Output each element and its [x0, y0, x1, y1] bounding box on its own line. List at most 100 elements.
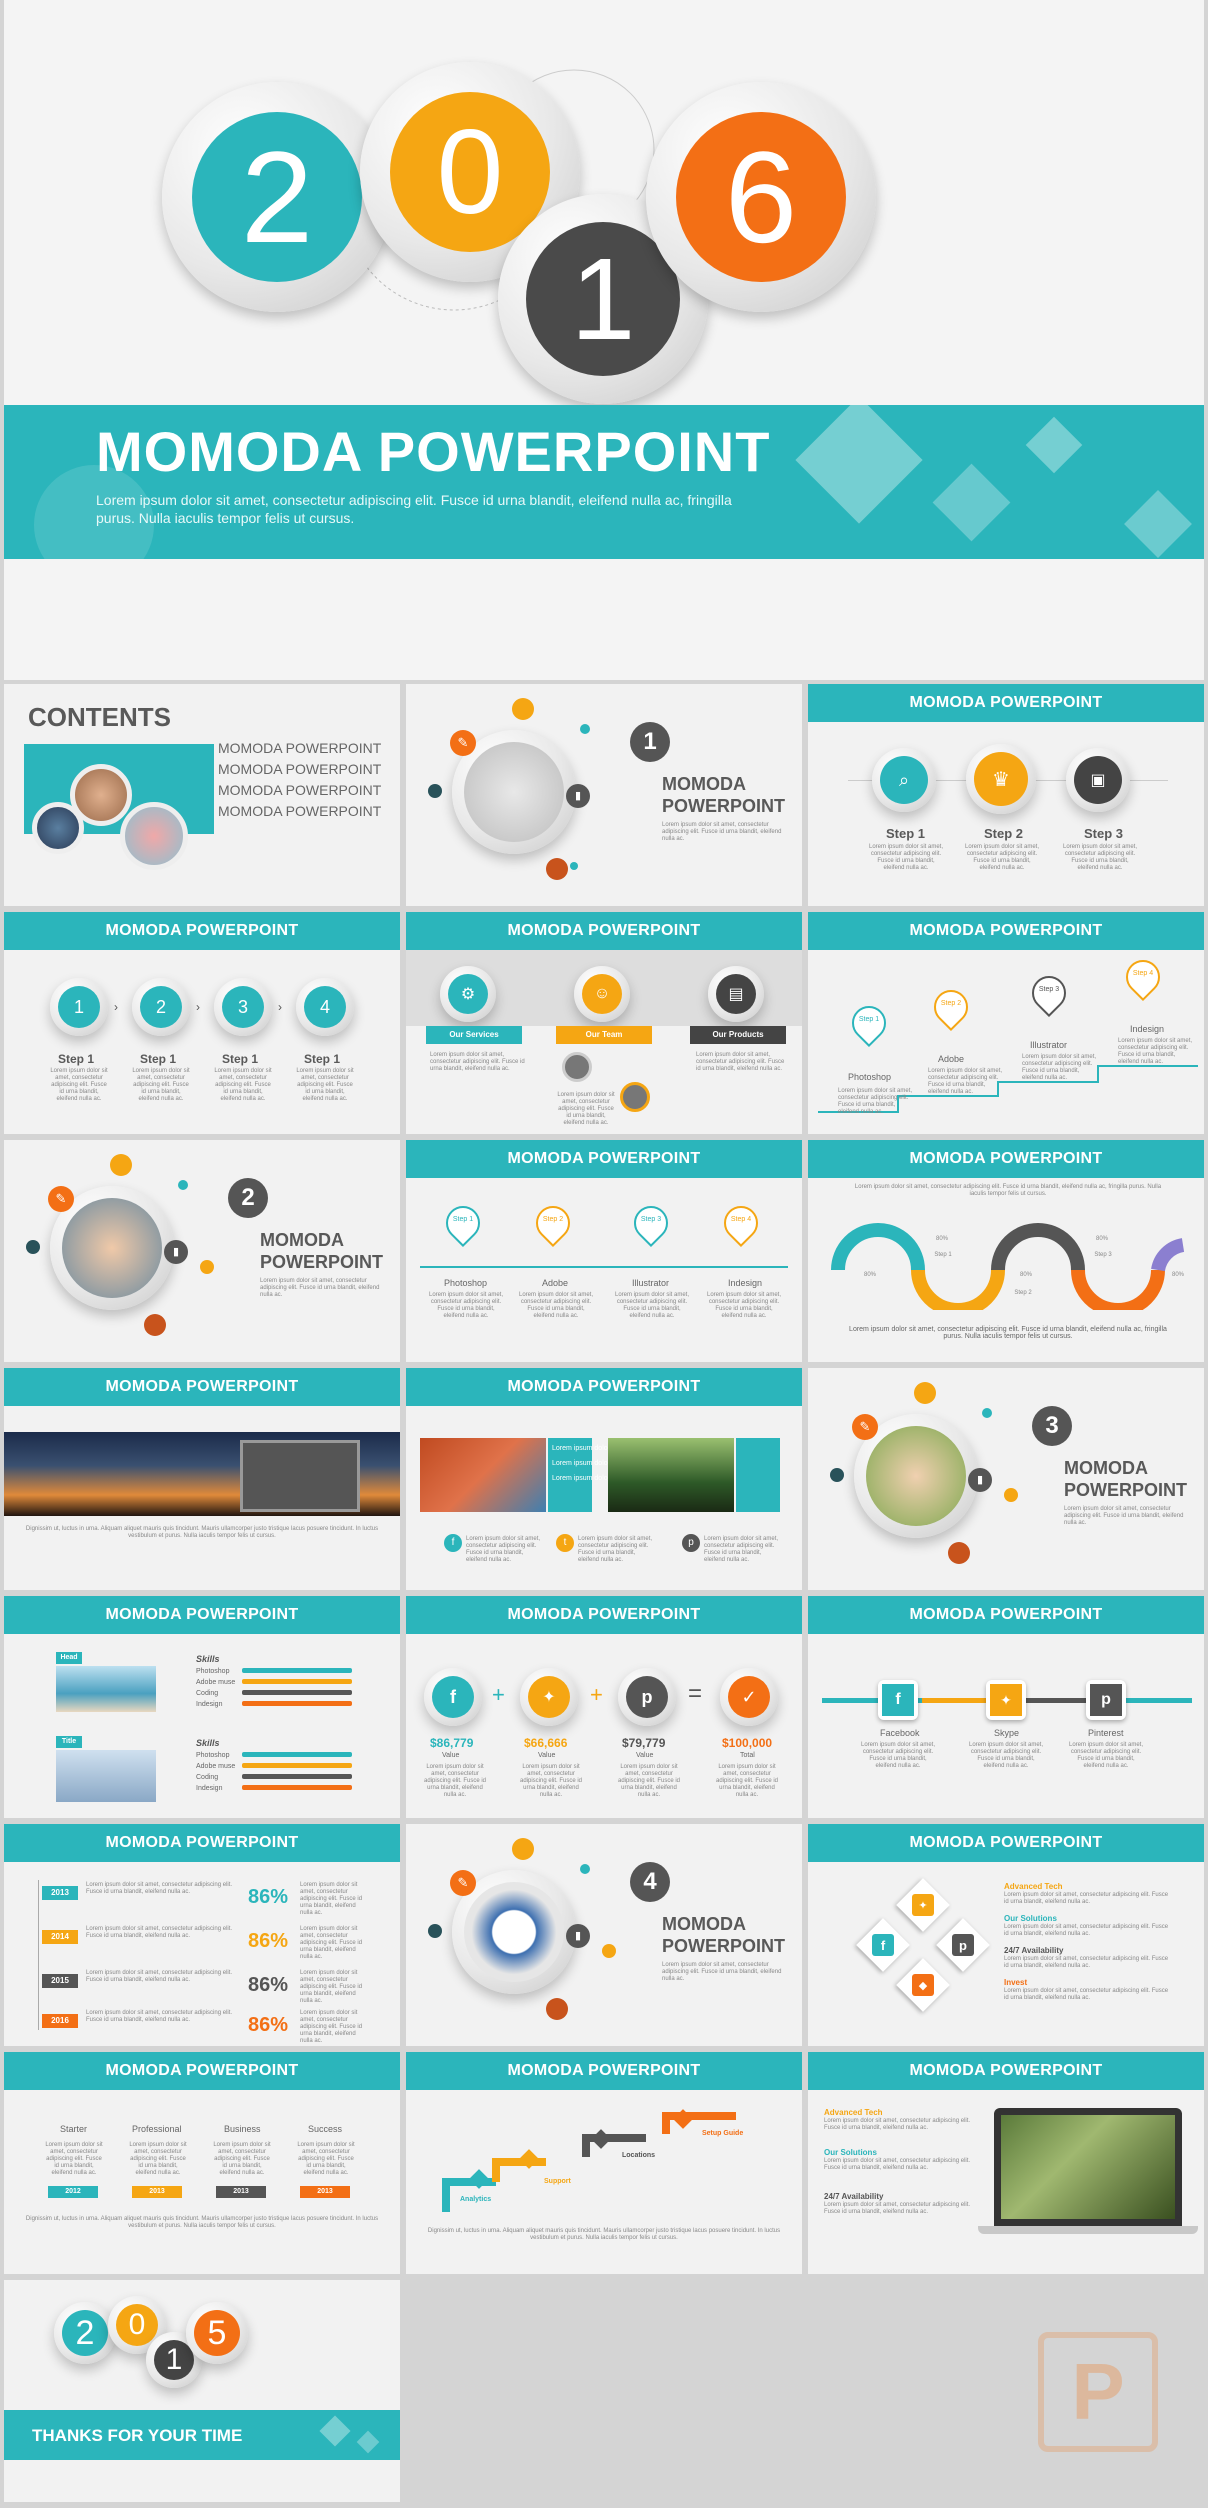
step-icon-trophy: ♛ [974, 752, 1028, 806]
slide-header: MOMODA POWERPOINT [808, 1596, 1204, 1634]
hero-body: Lorem ipsum dolor sit amet, consectetur … [96, 492, 732, 526]
slide-stairs[interactable]: MOMODA POWERPOINT Analytics Support Loca… [406, 2052, 802, 2274]
gears-icon: ⚙ [448, 974, 488, 1014]
thanks-band: THANKS FOR YOUR TIME [4, 2410, 400, 2460]
twitter-icon: ✦ [528, 1676, 570, 1718]
palette-icon: ✎ [450, 730, 476, 756]
slide-thanks[interactable]: 2 0 1 5 THANKS FOR YOUR TIME [4, 2280, 400, 2502]
bridge-photo [420, 1438, 546, 1512]
slide-header: MOMODA POWERPOINT [406, 1596, 802, 1634]
section-number: 4 [630, 1862, 670, 1902]
chart-icon: ▮ [566, 784, 590, 808]
slide-contents[interactable]: CONTENTS MOMODA POWERPOINT MOMODA POWERP… [4, 684, 400, 906]
pinterest-tile[interactable]: p [1086, 1680, 1126, 1720]
sea-photo [56, 1666, 156, 1712]
slide-years-percent[interactable]: MOMODA POWERPOINT 2013 2014 2015 2016 Lo… [4, 1824, 400, 2046]
laptop-photo [240, 1440, 360, 1512]
photo-ocean [32, 802, 84, 854]
businessman-photo [464, 1882, 564, 1982]
slide-header: MOMODA POWERPOINT [406, 1368, 802, 1406]
facebook-icon: f [432, 1676, 474, 1718]
chart-icon: ▮ [566, 1924, 590, 1948]
tower-photo [56, 1750, 156, 1802]
woman-photo [62, 1198, 162, 1298]
laptop-screen [994, 2108, 1182, 2226]
photo-portrait [70, 764, 132, 826]
digit-1: 1 [526, 222, 680, 376]
contents-list: MOMODA POWERPOINT MOMODA POWERPOINT MOMO… [218, 738, 381, 822]
slide-four-steps[interactable]: MOMODA POWERPOINT 1 2 3 4 › › › Step 1 Ste… [4, 912, 400, 1134]
slide-services[interactable]: MOMODA POWERPOINT ⚙ ☺ ▤ Our Services Our… [406, 912, 802, 1134]
slide-pin-stairs[interactable]: MOMODA POWERPOINT Step 1 Step 2 Step 3 S… [808, 912, 1204, 1134]
section-number: 2 [228, 1178, 268, 1218]
chart-icon: ▮ [968, 1468, 992, 1492]
skype-tile[interactable]: ✦ [986, 1680, 1026, 1720]
pinterest-icon: p [952, 1934, 974, 1956]
step-icon-search: ⌕ [880, 756, 928, 804]
section-title-2: POWERPOINT [662, 796, 786, 816]
contents-title: CONTENTS [28, 702, 171, 732]
contents-item[interactable]: MOMODA POWERPOINT [218, 761, 382, 777]
slide-header: MOMODA POWERPOINT [4, 912, 400, 950]
twitter-icon[interactable]: t [556, 1534, 574, 1552]
section-number: 1 [630, 722, 670, 762]
slide-pricing[interactable]: MOMODA POWERPOINT Starter Professional B… [4, 2052, 400, 2274]
pinterest-icon: p [626, 1676, 668, 1718]
step-label: Step 1 [886, 826, 926, 841]
slide-header: MOMODA POWERPOINT [4, 1596, 400, 1634]
slide-header: MOMODA POWERPOINT [808, 1140, 1204, 1178]
section-desc: Lorem ipsum dolor sit amet, consectetur … [662, 822, 782, 842]
photo-lips [120, 802, 188, 870]
slide-header: MOMODA POWERPOINT [4, 1824, 400, 1862]
phone-woman-photo [866, 1426, 966, 1526]
slide-header: MOMODA POWERPOINT [4, 1368, 400, 1406]
slide-header: MOMODA POWERPOINT [808, 912, 1204, 950]
facebook-tile[interactable]: f [878, 1680, 918, 1720]
slide-laptop[interactable]: MOMODA POWERPOINT Advanced Tech Lorem ip… [808, 2052, 1204, 2274]
slide-wave[interactable]: MOMODA POWERPOINT Lorem ipsum dolor sit … [808, 1140, 1204, 1362]
pinterest-icon[interactable]: p [682, 1534, 700, 1552]
slide-three-steps[interactable]: MOMODA POWERPOINT ⌕ ♛ ▣ Step 1 Step 2 St… [808, 684, 1204, 906]
section-title-1: MOMODA [662, 774, 746, 794]
palette-icon: ✎ [48, 1186, 74, 1212]
step-icon-create: ▣ [1074, 756, 1122, 804]
slide-skills[interactable]: MOMODA POWERPOINT Head Title Skills Phot… [4, 1596, 400, 1818]
palette-icon: ✎ [852, 1414, 878, 1440]
slide-header: MOMODA POWERPOINT [406, 1140, 802, 1178]
slide-section-4[interactable]: ✎ ▮ 4 MOMODA POWERPOINT Lorem ipsum dolo… [406, 1824, 802, 2046]
digit-0: 0 [390, 92, 550, 252]
slide-diamonds[interactable]: MOMODA POWERPOINT ✦ f p ◆ Advanced Tech … [808, 1824, 1204, 2046]
slide-header: MOMODA POWERPOINT [406, 2052, 802, 2090]
digit-6: 6 [676, 112, 846, 282]
contents-item[interactable]: MOMODA POWERPOINT [218, 740, 382, 756]
digit-2: 2 [192, 112, 362, 282]
chart-icon: ▮ [164, 1240, 188, 1264]
slide-bridge-forest[interactable]: MOMODA POWERPOINT Lorem ipsum dolor sit L… [406, 1368, 802, 1590]
slide-social-row[interactable]: MOMODA POWERPOINT f ✦ p Facebook Skype P… [808, 1596, 1204, 1818]
slide-equation[interactable]: MOMODA POWERPOINT f + ✦ + p = ✓ $86,779 … [406, 1596, 802, 1818]
slide-header: MOMODA POWERPOINT [808, 684, 1204, 722]
team-icon: ☺ [582, 974, 622, 1014]
contents-item[interactable]: MOMODA POWERPOINT [218, 782, 382, 798]
step-number: 2 [140, 986, 182, 1028]
hero-slide[interactable]: 2 0 1 6 MOMODA POWERPOINT Lorem ipsum do… [4, 0, 1204, 680]
facebook-icon[interactable]: f [444, 1534, 462, 1552]
thanks-text: THANKS FOR YOUR TIME [32, 2426, 243, 2445]
slide-section-3[interactable]: ✎ ▮ 3 MOMODA POWERPOINT Lorem ipsum dolo… [808, 1368, 1204, 1590]
step-number: 4 [304, 986, 346, 1028]
tag-icon: ◆ [912, 1974, 934, 1996]
slide-photo-banner[interactable]: MOMODA POWERPOINT Dignissim ut, luctus i… [4, 1368, 400, 1590]
check-icon: ✓ [728, 1676, 770, 1718]
section-number: 3 [1032, 1406, 1072, 1446]
contents-item[interactable]: MOMODA POWERPOINT [218, 803, 382, 819]
slide-header: MOMODA POWERPOINT [808, 2052, 1204, 2090]
slide-pin-timeline[interactable]: MOMODA POWERPOINT Step 1 Step 2 Step 3 S… [406, 1140, 802, 1362]
slide-header: MOMODA POWERPOINT [808, 1824, 1204, 1862]
laptop-base [978, 2226, 1198, 2234]
palette-icon: ✎ [450, 1870, 476, 1896]
box-icon: ▤ [716, 974, 756, 1014]
step-number: 3 [222, 986, 264, 1028]
slide-section-2[interactable]: ✎ ▮ 2 MOMODA POWERPOINT Lorem ipsum dolo… [4, 1140, 400, 1362]
hero-band: MOMODA POWERPOINT Lorem ipsum dolor sit … [4, 405, 1204, 559]
slide-section-1[interactable]: ✎ ▮ 1 MOMODA POWERPOINT Lorem ipsum dolo… [406, 684, 802, 906]
